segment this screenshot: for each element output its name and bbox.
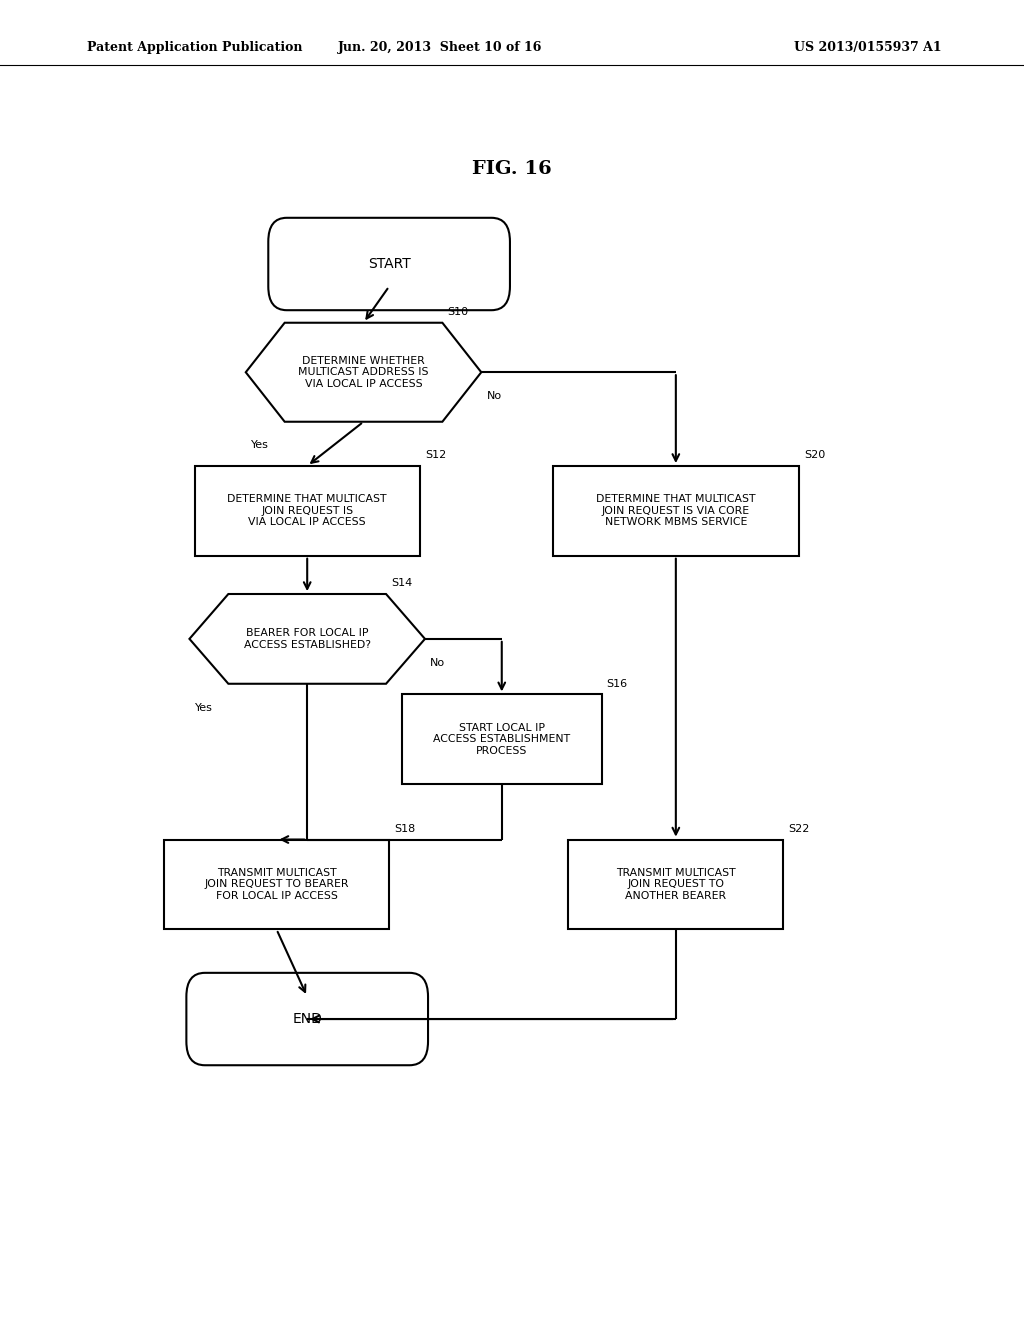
Text: START: START (368, 257, 411, 271)
Text: S18: S18 (394, 824, 416, 834)
FancyBboxPatch shape (268, 218, 510, 310)
Text: FIG. 16: FIG. 16 (472, 160, 552, 178)
Text: S16: S16 (606, 678, 628, 689)
Text: Patent Application Publication: Patent Application Publication (87, 41, 302, 54)
Text: END: END (292, 1012, 323, 1026)
Text: S10: S10 (447, 308, 469, 317)
Text: DETERMINE WHETHER
MULTICAST ADDRESS IS
VIA LOCAL IP ACCESS: DETERMINE WHETHER MULTICAST ADDRESS IS V… (298, 355, 429, 389)
Polygon shape (189, 594, 425, 684)
FancyBboxPatch shape (186, 973, 428, 1065)
Text: No: No (486, 391, 502, 401)
Text: START LOCAL IP
ACCESS ESTABLISHMENT
PROCESS: START LOCAL IP ACCESS ESTABLISHMENT PROC… (433, 722, 570, 756)
Text: S14: S14 (391, 578, 413, 589)
Bar (195, 466, 420, 556)
Polygon shape (246, 323, 481, 422)
Text: S12: S12 (425, 450, 446, 461)
Bar (164, 840, 389, 929)
Text: TRANSMIT MULTICAST
JOIN REQUEST TO BEARER
FOR LOCAL IP ACCESS: TRANSMIT MULTICAST JOIN REQUEST TO BEARE… (204, 867, 349, 902)
Bar (568, 840, 783, 929)
Text: TRANSMIT MULTICAST
JOIN REQUEST TO
ANOTHER BEARER: TRANSMIT MULTICAST JOIN REQUEST TO ANOTH… (616, 867, 735, 902)
Text: Yes: Yes (195, 702, 212, 713)
Text: Jun. 20, 2013  Sheet 10 of 16: Jun. 20, 2013 Sheet 10 of 16 (338, 41, 543, 54)
Bar (401, 694, 601, 784)
Text: US 2013/0155937 A1: US 2013/0155937 A1 (795, 41, 942, 54)
Text: DETERMINE THAT MULTICAST
JOIN REQUEST IS VIA CORE
NETWORK MBMS SERVICE: DETERMINE THAT MULTICAST JOIN REQUEST IS… (596, 494, 756, 528)
Text: BEARER FOR LOCAL IP
ACCESS ESTABLISHED?: BEARER FOR LOCAL IP ACCESS ESTABLISHED? (244, 628, 371, 649)
Text: S22: S22 (788, 824, 810, 834)
Text: DETERMINE THAT MULTICAST
JOIN REQUEST IS
VIA LOCAL IP ACCESS: DETERMINE THAT MULTICAST JOIN REQUEST IS… (227, 494, 387, 528)
Text: No: No (430, 657, 445, 668)
Text: Yes: Yes (251, 441, 268, 450)
Bar (553, 466, 799, 556)
Text: S20: S20 (804, 450, 825, 461)
